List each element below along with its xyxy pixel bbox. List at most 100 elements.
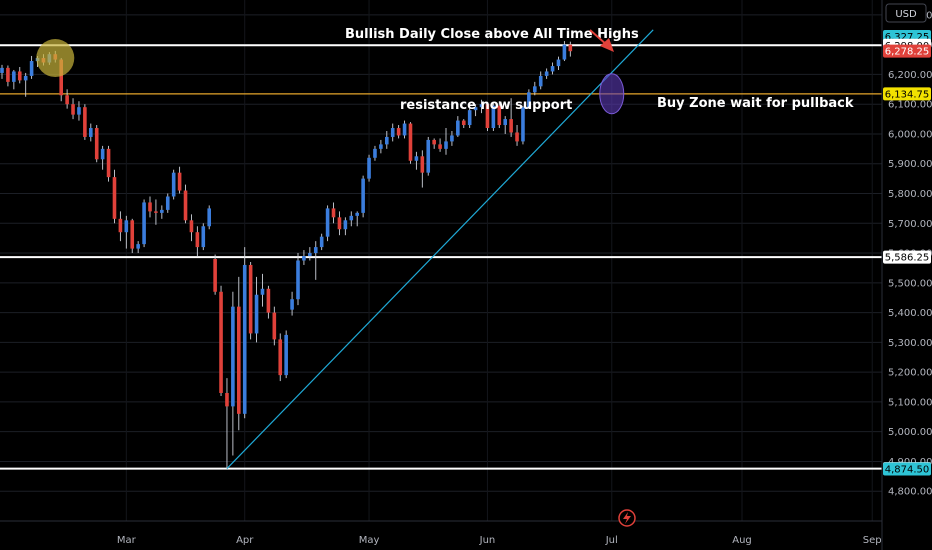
candle-up: [142, 202, 146, 245]
candle-up: [296, 260, 300, 300]
candle-down: [148, 202, 152, 212]
candle-up: [390, 128, 395, 137]
candle-up: [491, 105, 496, 129]
y-tick-label: 5,500.00: [888, 278, 932, 289]
candle-up: [12, 71, 16, 82]
candle-up: [160, 209, 164, 213]
x-tick-label: Jul: [605, 535, 618, 546]
candle-down: [213, 259, 217, 292]
candle-down: [59, 59, 63, 96]
price-badge: [883, 44, 931, 58]
candle-down: [396, 128, 401, 136]
candle-down: [337, 217, 342, 230]
annotation-resistance-support: resistance now support: [400, 98, 572, 113]
candle-down: [331, 208, 336, 218]
candle-up: [242, 264, 247, 414]
candle-up: [284, 334, 288, 376]
trendline: [226, 29, 654, 470]
candles: [0, 41, 573, 469]
candle-up: [325, 208, 330, 237]
candle-down: [189, 220, 194, 233]
lightning-icon[interactable]: [618, 509, 636, 527]
candle-up: [538, 75, 543, 87]
candle-down: [568, 44, 573, 52]
candle-up: [308, 253, 312, 257]
candle-down: [112, 177, 117, 219]
candle-down: [177, 172, 182, 191]
y-tick-label: 6,100.00: [888, 100, 932, 111]
candle-down: [154, 211, 158, 213]
price-badge-label: 6,327.25: [885, 32, 930, 43]
highlight-shapes: [36, 39, 625, 115]
y-tick-label: 5,800.00: [888, 189, 932, 200]
candle-up: [201, 226, 206, 248]
price-badges: 6,327.256,298.006,278.256,134.755,586.25…: [883, 30, 931, 476]
y-tick-label: 5,700.00: [888, 219, 932, 230]
candle-down: [497, 105, 502, 126]
candle-up: [426, 139, 431, 173]
candle-down: [432, 139, 436, 145]
candle-down: [485, 104, 490, 129]
candle-up: [349, 215, 354, 221]
candle-down: [183, 190, 188, 221]
candle-up: [550, 66, 555, 72]
candle-up: [124, 220, 129, 233]
candle-down: [461, 120, 466, 126]
candle-up: [89, 128, 93, 137]
candle-down: [71, 104, 75, 115]
candle-up: [379, 144, 383, 149]
candle-down: [65, 95, 69, 105]
horizontal-lines: [0, 44, 882, 470]
price-badge-label: 6,134.75: [885, 89, 930, 100]
candle-down: [509, 119, 513, 133]
y-tick-label: 6,200.00: [888, 70, 932, 81]
candle-up: [355, 212, 359, 216]
candle-up: [473, 107, 478, 111]
price-badge-label: 4,874.50: [885, 465, 930, 476]
x-tick-label: Jun: [479, 535, 496, 546]
candle-up: [467, 110, 472, 126]
candle-down: [6, 67, 10, 82]
candle-down: [237, 306, 241, 414]
candle-up: [402, 123, 407, 136]
candle-down: [278, 339, 283, 376]
candle-up: [414, 156, 419, 161]
candle-up: [479, 104, 484, 108]
candle-up: [361, 178, 365, 213]
y-tick-label: 4,800.00: [888, 487, 932, 498]
candle-up: [290, 299, 294, 310]
candle-up: [77, 107, 81, 115]
price-badge: [883, 462, 931, 476]
y-tick-label: 5,400.00: [888, 308, 932, 319]
time-axis: Mar Apr May Jun Jul Aug Sep: [117, 535, 882, 546]
currency-label: USD: [895, 9, 917, 20]
annotation-buy-zone: Buy Zone wait for pullback: [657, 96, 854, 111]
candle-up: [533, 86, 537, 93]
y-tick-label: 5,300.00: [888, 338, 932, 349]
grid-lines: [0, 0, 882, 521]
price-badge-label: 5,586.25: [885, 253, 930, 264]
y-tick-label: 5,900.00: [888, 159, 932, 170]
candle-down: [225, 392, 229, 407]
x-tick-label: Apr: [236, 535, 254, 546]
candle-up: [207, 208, 211, 227]
candle-up: [0, 67, 4, 73]
candle-up: [136, 244, 140, 249]
candle-down: [83, 107, 87, 137]
currency-box[interactable]: [885, 3, 927, 23]
candle-down: [106, 148, 111, 178]
price-badge: [883, 87, 931, 101]
candle-up: [521, 107, 525, 142]
candle-up: [313, 247, 318, 254]
candle-down: [438, 144, 442, 149]
candle-down: [130, 220, 135, 249]
candle-down: [94, 128, 99, 160]
candle-up: [527, 92, 531, 108]
x-tick-label: Mar: [117, 535, 137, 546]
candle-down: [195, 232, 200, 248]
price-badge-label: 6,278.25: [885, 47, 930, 58]
candle-up: [319, 236, 324, 248]
candle-up: [385, 136, 389, 145]
